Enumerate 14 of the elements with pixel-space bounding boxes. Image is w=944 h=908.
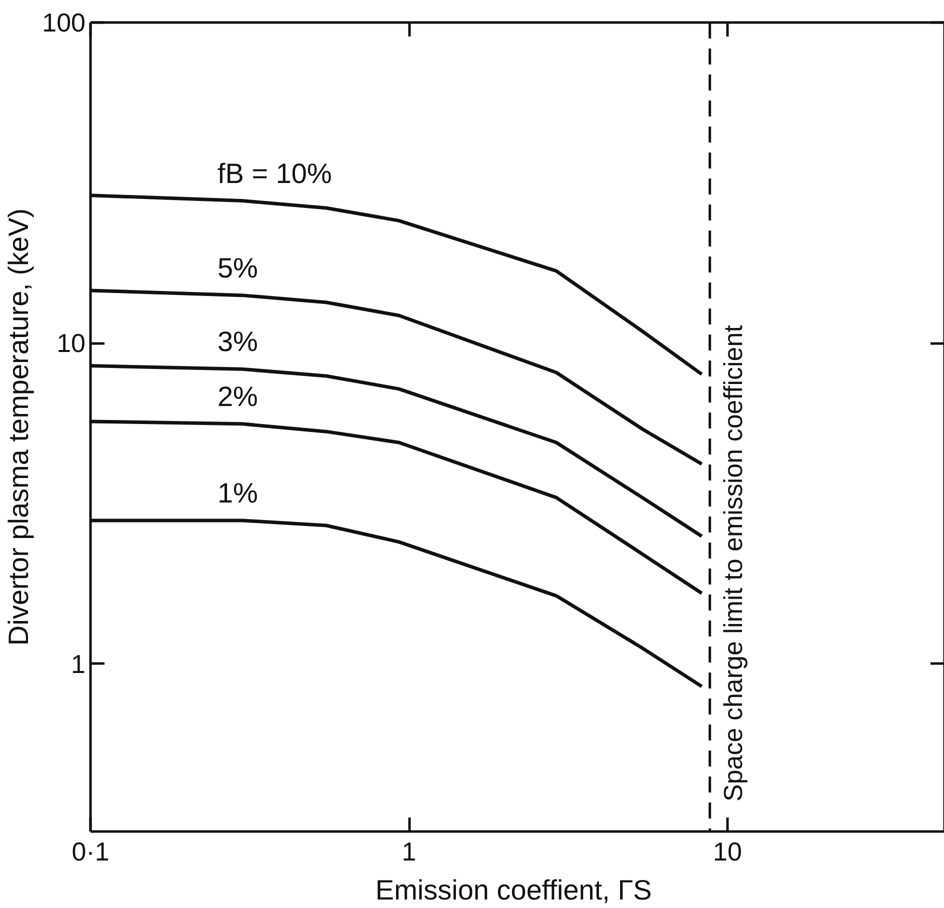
x-tick-label: 1: [402, 836, 416, 866]
ref-line-label: Space charge limit to emission coefficient: [718, 324, 748, 802]
y-tick-label: 1: [71, 648, 86, 679]
y-axis-title: Divertor plasma temperature, (keV): [3, 208, 34, 646]
series-label: 2%: [217, 380, 258, 412]
x-axis-title: Emission coeffient, ΓS: [375, 874, 652, 906]
y-tick-label: 10: [56, 328, 86, 358]
y-tick-label: 100: [42, 8, 86, 38]
series-label: 3%: [217, 326, 258, 358]
series-label: 5%: [217, 252, 258, 284]
x-tick-label: 0·1: [72, 836, 110, 866]
series-label: 1%: [217, 477, 258, 508]
series-label: fB = 10%: [217, 158, 332, 189]
x-tick-label: 10: [713, 836, 742, 866]
